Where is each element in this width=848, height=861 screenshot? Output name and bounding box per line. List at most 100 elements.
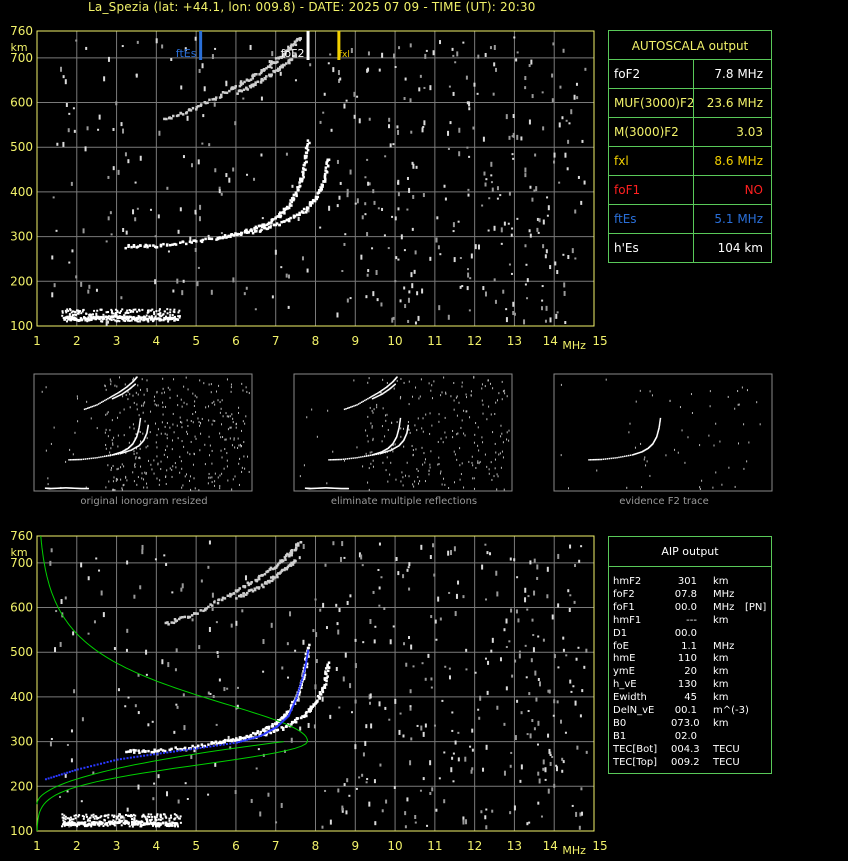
trace-point-F2_x (298, 213, 301, 216)
es-trace-point (134, 308, 137, 311)
noise-pixel (452, 54, 455, 57)
trace-point-F2_2hop (205, 607, 208, 610)
es-trace-point (96, 817, 99, 820)
noise-pixel (438, 305, 441, 311)
trace-point-F2_o (267, 221, 271, 225)
trace-point-F2_2hop_x (265, 75, 268, 78)
thumb-trace (82, 458, 85, 461)
thumb-noise (217, 476, 219, 479)
noise-pixel (576, 96, 579, 100)
noise-pixel (327, 62, 330, 65)
noise-pixel (338, 78, 341, 83)
fit-trace-point (295, 696, 298, 699)
trace-point-F2_2hop_x (291, 563, 295, 566)
noise-pixel (338, 706, 341, 709)
noise-pixel (321, 825, 324, 829)
thumb-noise (245, 415, 247, 418)
thumb-trace (656, 432, 659, 435)
es-trace-point (83, 316, 86, 319)
es-trace-point (130, 309, 133, 312)
noise-pixel (217, 654, 220, 658)
thumbnail-1 (33, 373, 253, 492)
trace-point-F2_x (323, 172, 327, 176)
thumb-noise (134, 462, 136, 465)
thumb-trace (620, 456, 622, 458)
thumb-trace (596, 458, 598, 461)
trace-point-F2_o (285, 205, 289, 209)
noise-pixel (351, 711, 354, 714)
trace-point-F2_o (255, 226, 259, 230)
thumb-trace (624, 455, 626, 458)
fit-trace-point (303, 670, 306, 673)
thumb-trace (398, 428, 400, 430)
trace-point-F2_2hop (271, 567, 275, 571)
fit-trace-point (245, 738, 248, 741)
trace-point-F2_x (264, 733, 268, 737)
thumb-trace (127, 389, 129, 392)
es-trace-point (115, 314, 118, 317)
es-trace-point (97, 817, 100, 820)
thumb-noise (137, 384, 139, 387)
noise-pixel (50, 548, 53, 553)
aip-row: foE 1.1 MHz (613, 640, 773, 653)
trace-point-F2_o (300, 179, 304, 183)
trace-point-F2_o (300, 683, 303, 687)
es-trace-point (72, 823, 75, 826)
noise-pixel (433, 724, 436, 727)
noise-pixel (86, 126, 89, 131)
noise-pixel (452, 780, 455, 783)
noise-pixel (167, 250, 170, 253)
es-trace-point (68, 317, 71, 320)
thumb-noise (214, 480, 216, 483)
noise-pixel (124, 705, 127, 708)
es-trace-point (134, 319, 137, 322)
noise-pixel (70, 758, 73, 763)
noise-pixel (126, 560, 129, 565)
thumb-trace (113, 453, 116, 456)
thumb-noise (365, 429, 367, 432)
trace-point-F2_2hop (291, 43, 295, 47)
trace-point-F2_2hop (202, 609, 205, 613)
es-trace-point (149, 819, 152, 822)
fit-trace-point (273, 727, 276, 730)
noise-pixel (387, 247, 390, 250)
es-trace-point (94, 316, 97, 319)
es-trace-point (158, 824, 161, 827)
fit-trace-point (192, 747, 195, 750)
noise-pixel (343, 783, 346, 787)
trace-point-Es (168, 822, 172, 825)
noise-pixel (578, 825, 581, 830)
trace-point-F2_x (244, 736, 247, 739)
trace-point-F2_x (221, 741, 225, 744)
noise-pixel (566, 167, 569, 171)
noise-pixel (557, 666, 560, 669)
es-trace-point (154, 315, 157, 318)
noise-pixel (360, 254, 363, 260)
noise-pixel (176, 278, 179, 284)
thumb-trace (134, 439, 136, 442)
thumb-noise (109, 429, 111, 432)
autoscala-key: h'Es (614, 241, 639, 255)
es-trace-point (150, 315, 153, 318)
noise-pixel (64, 596, 67, 600)
noise-pixel (530, 658, 533, 663)
noise-pixel (487, 660, 490, 665)
thumb-noise (419, 395, 421, 398)
trace-point-F2_x (321, 688, 324, 691)
es-trace-point (66, 823, 69, 826)
es-trace-point (148, 315, 151, 318)
noise-pixel (360, 554, 363, 560)
thumb-trace (90, 457, 92, 460)
thumb-trace (392, 385, 394, 388)
noise-pixel (301, 256, 304, 261)
thumb-trace (610, 457, 612, 460)
thumb-trace (653, 441, 655, 443)
thumb-trace (627, 454, 630, 457)
thumb-noise (419, 480, 421, 483)
thumb-trace (144, 435, 147, 437)
thumb-noise (369, 451, 371, 454)
es-trace-point (77, 815, 80, 818)
noise-pixel (528, 64, 531, 68)
noise-pixel (358, 776, 361, 779)
thumb-noise (171, 448, 173, 451)
